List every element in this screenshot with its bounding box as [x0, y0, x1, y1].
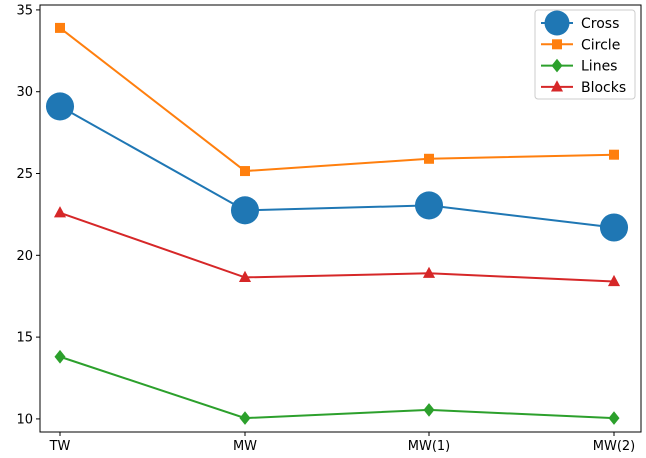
legend-marker [552, 39, 562, 50]
series-blocks [53, 206, 621, 287]
legend: Cross Circle Lines Blocks [534, 9, 636, 100]
data-point [414, 191, 444, 220]
data-point [54, 349, 66, 364]
series-line [59, 105, 615, 229]
data-point [424, 153, 434, 164]
y-tick-label: 30 [16, 85, 33, 100]
data-point [599, 213, 629, 242]
data-point [607, 274, 621, 287]
legend-item-circle: Circle [541, 37, 620, 53]
series-lines [54, 349, 620, 425]
data-point [45, 92, 75, 121]
series-layer [45, 22, 629, 425]
series-line [59, 355, 615, 420]
data-point [423, 403, 435, 417]
y-tick-label: 15 [16, 331, 33, 346]
data-point [609, 149, 619, 160]
x-tick-label: TW [49, 439, 71, 454]
plot-frame [39, 4, 642, 433]
x-tick-label: MW(1) [408, 439, 451, 454]
legend-marker [544, 10, 570, 36]
y-tick-label: 10 [16, 412, 33, 427]
data-point [240, 166, 250, 177]
data-point [239, 411, 251, 425]
data-point [53, 206, 67, 218]
legend-item-cross: Cross [541, 10, 619, 36]
legend-item-lines: Lines [541, 59, 617, 75]
data-point [608, 411, 620, 425]
legend-label: Lines [581, 59, 617, 75]
y-tick-label: 20 [16, 249, 33, 264]
legend-item-blocks: Blocks [541, 80, 626, 96]
data-point [55, 22, 65, 33]
series-line [59, 211, 615, 283]
series-line [59, 27, 615, 173]
legend-label: Circle [581, 37, 620, 53]
plot-area: 10 15 20 25 30 35 TW MW MW(1) MW(2) [16, 3, 642, 454]
x-tick-label: MW(2) [593, 439, 636, 454]
legend-marker [550, 80, 564, 92]
series-circle [55, 22, 619, 177]
y-tick-label: 25 [16, 167, 33, 182]
legend-marker [551, 58, 563, 73]
series-cross [45, 92, 629, 242]
data-point [238, 270, 252, 283]
data-point [230, 196, 260, 225]
legend-label: Cross [581, 16, 619, 32]
y-tick-label: 35 [16, 3, 33, 18]
legend-label: Blocks [581, 80, 626, 96]
data-point [422, 266, 436, 278]
x-tick-label: MW [233, 439, 257, 454]
